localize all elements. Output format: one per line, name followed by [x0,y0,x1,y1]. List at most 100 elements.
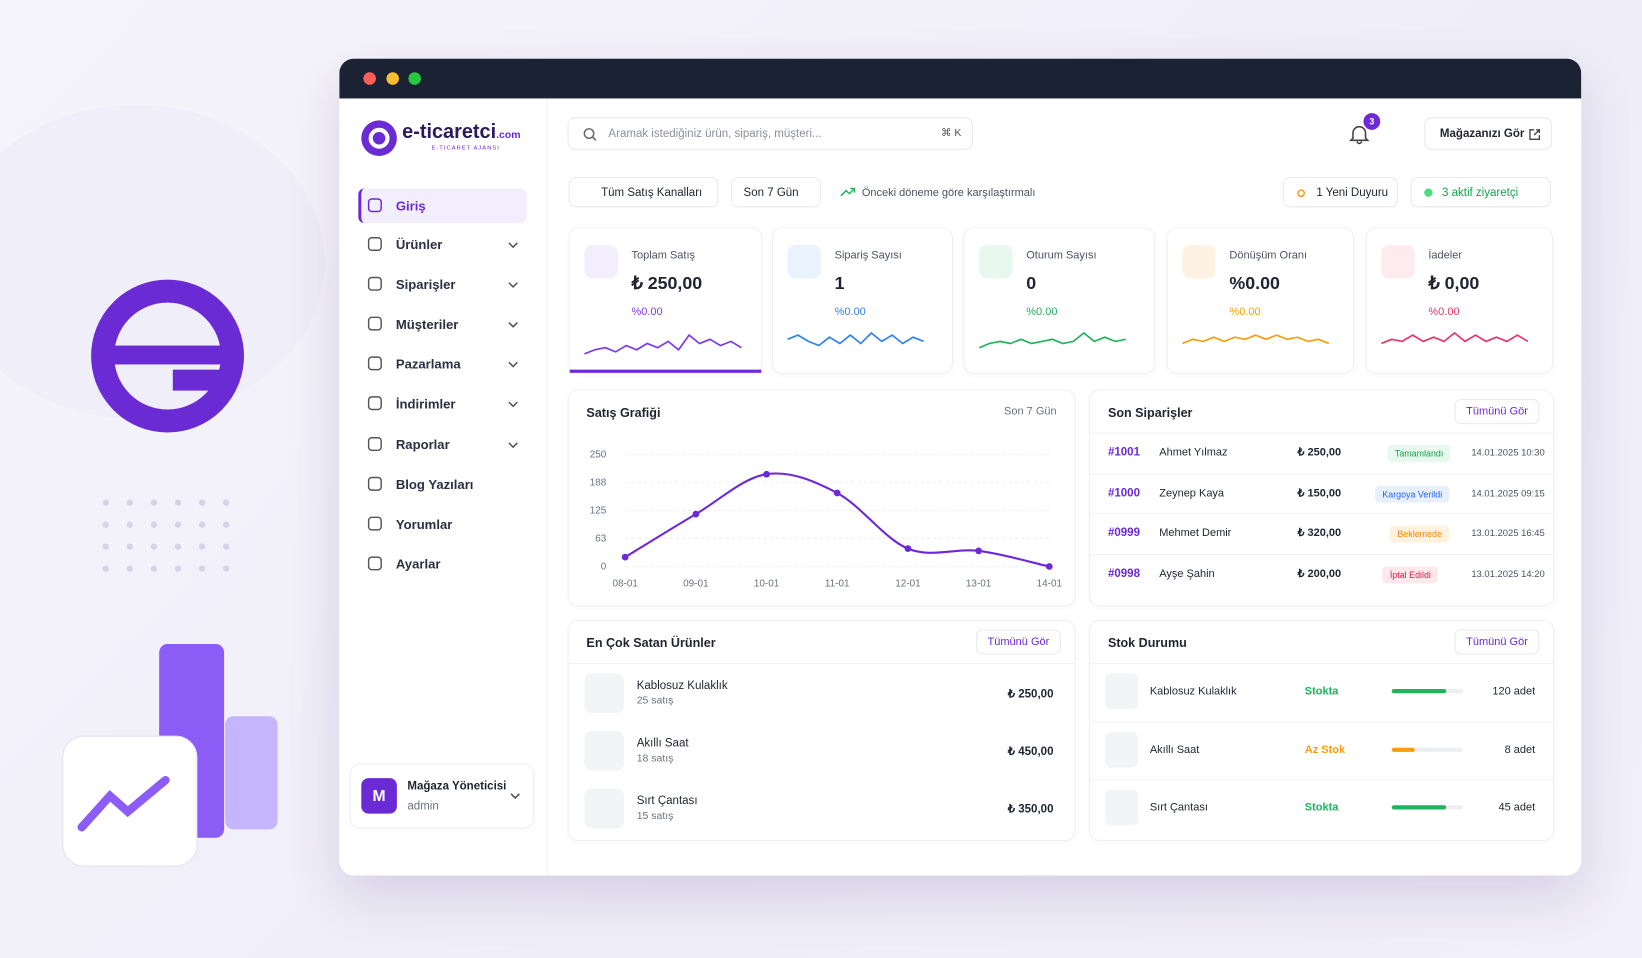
store-button[interactable]: Mağazanızı Gör [1424,117,1552,150]
data-point [621,553,629,561]
data-point [833,489,841,497]
nav-item[interactable]: Siparişler [358,267,527,302]
customer: Zeynep Kaya [1159,486,1225,499]
row-divider [1090,472,1553,474]
user-role: admin [407,800,439,813]
divider [1090,662,1553,664]
stock-bar [1391,747,1415,752]
stat-icon [787,245,822,279]
stock-qty: 45 adet [1498,801,1536,814]
stock-image [1104,673,1139,709]
divider [1090,432,1553,434]
chart-title: Satış Grafiği [586,405,661,420]
stat-icon [1381,245,1415,279]
data-point [904,545,912,552]
decoration [0,104,325,867]
stat-change: %0.00 [631,305,663,319]
stat-title: Dönüşüm Oranı [1229,249,1308,262]
x-tick-label: 14-01 [1037,578,1063,589]
compare-text: Önceki döneme göre karşılaştırmalı [861,186,1036,199]
stat-card: Sipariş Sayısı 1 %0.00 [771,227,953,374]
order-amount: ₺ 200,00 [1297,567,1342,580]
stock-image [1104,789,1139,826]
orders-panel-title: Son Siparişler [1107,405,1193,420]
sidebar: e-ticaretci.com E-TICARET AJANSI M Mağaz… [339,98,548,876]
stat-value: ₺ 0,00 [1428,273,1480,294]
nav-item[interactable]: Raporlar [358,427,527,462]
nav-item[interactable]: İndirimler [358,386,527,421]
visitors-label: 3 aktif ziyaretçi [1441,185,1519,199]
order-date: 14.01.2025 09:15 [1471,487,1545,498]
product-price: ₺ 250,00 [1007,688,1054,701]
channel-filter[interactable]: Tüm Satış Kanalları [568,176,719,208]
nav-item[interactable]: Müşteriler [358,307,527,342]
status-badge: İptal Edildi [1382,566,1439,583]
order-id[interactable]: #1000 [1107,486,1140,499]
logo-icon [361,120,397,157]
stat-icon [584,245,618,279]
product-image [584,730,625,771]
nav-item[interactable]: Ürünler [358,227,527,262]
notification-badge: 3 [1363,113,1381,130]
order-id[interactable]: #0998 [1107,567,1140,580]
status-badge: Beklemede [1390,525,1450,543]
order-id[interactable]: #0999 [1107,526,1140,540]
y-tick-label: 125 [590,506,607,517]
nav-item[interactable]: Yorumlar [358,507,527,542]
stat-value: 0 [1026,273,1037,294]
y-tick-label: 0 [601,562,607,573]
product-image [584,788,625,829]
stat-card: Oturum Sayısı 0 %0.00 [963,227,1156,374]
view-all-link[interactable]: Tümünü Gör [1454,398,1540,425]
product-image [584,673,625,714]
customer: Mehmet Demir [1159,526,1232,540]
order-id[interactable]: #1001 [1107,446,1140,459]
product-sales: 15 satış [636,810,674,823]
stat-icon [1182,245,1216,279]
stock-name: Sırt Çantası [1149,801,1208,814]
stat-change: %0.00 [1229,305,1261,319]
announcement-label: 1 Yeni Duyuru [1316,185,1389,199]
order-date: 13.01.2025 16:45 [1471,527,1545,539]
stock-status: Az Stok [1304,742,1346,756]
stat-icon [979,245,1013,279]
visitors[interactable]: 3 aktif ziyaretçi [1410,176,1551,208]
row-divider [1090,553,1553,555]
bell-icon[interactable] [1348,124,1370,145]
channel-filter-label: Tüm Satış Kanalları [601,185,703,199]
orders-panel: Son Siparişler Tümünü Gör #1001 Ahmet Yılma… [1089,389,1555,607]
y-tick-label: 188 [590,477,607,488]
x-tick-label: 10-01 [754,578,780,589]
stat-card: Dönüşüm Oranı %0.00 %0.00 [1166,227,1355,374]
store-button-label: Mağazanızı Gör [1439,127,1525,140]
row-divider [1090,720,1553,723]
chart: 0 63 125 188 250 08-01 09-01 10-01 11-01 12-01 13-… [590,450,1063,590]
data-point [975,547,982,555]
product-price: ₺ 450,00 [1007,745,1054,759]
user-card[interactable]: M Mağaza Yöneticisi admin [349,763,535,829]
data-point [763,470,770,478]
customer: Ahmet Yılmaz [1159,446,1228,459]
product-name: Akıllı Saat [636,737,689,750]
logo-suffix: .com [496,129,521,142]
search-box[interactable]: Aramak istediğiniz ürün, sipariş, müşter… [567,117,973,150]
nav-item[interactable]: Pazarlama [358,347,527,382]
stat-value: ₺ 250,00 [631,273,703,294]
view-all-link[interactable]: Tümünü Gör [1454,629,1540,655]
nav-item[interactable]: Ayarlar [358,547,527,582]
search-placeholder: Aramak istediğiniz ürün, sipariş, müşter… [608,127,822,140]
stock-status: Stokta [1304,801,1339,814]
stock-name: Akıllı Saat [1149,742,1200,756]
stock-panel: Stok Durumu Tümünü Gör Kablosuz Kulaklık St… [1089,619,1555,841]
x-tick-label: 08-01 [612,578,638,589]
nav-item[interactable]: Blog Yazıları [358,467,527,502]
stat-title: Oturum Sayısı [1026,249,1097,262]
nav-item[interactable]: Giriş [358,188,527,224]
content: Toplam Satış ₺ 250,00 %0.00 Sipariş Sayısı 1… [339,59,1581,876]
period-filter[interactable]: Son 7 Gün [730,176,822,208]
data-point [1045,563,1053,570]
products-panel-title: En Çok Satan Ürünler [586,635,716,651]
view-all-link[interactable]: Tümünü Gör [976,629,1061,655]
title-bar [339,58,1582,99]
announcement[interactable]: 1 Yeni Duyuru [1282,176,1399,208]
